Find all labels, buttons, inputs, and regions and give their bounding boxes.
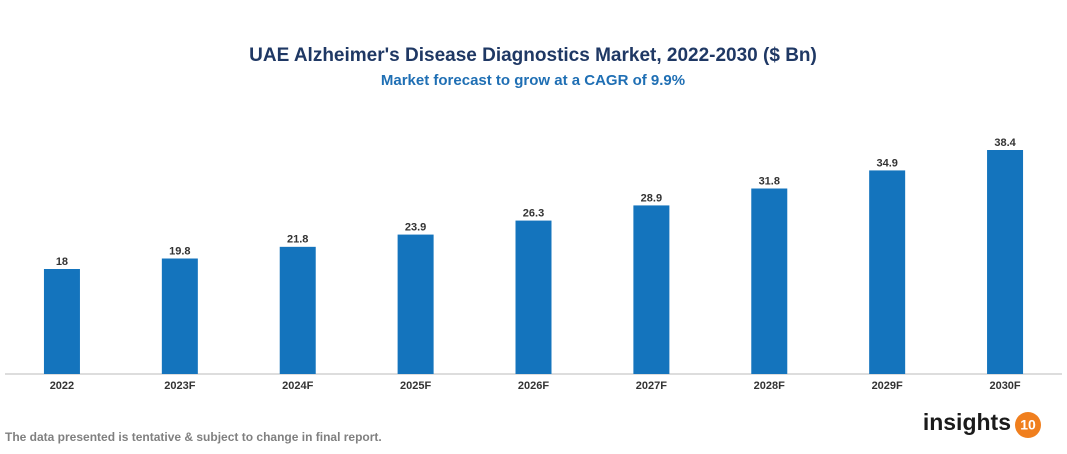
data-label: 28.9 <box>641 192 662 204</box>
x-tick-label: 2022 <box>50 380 74 392</box>
bar <box>869 170 906 374</box>
x-tick-label: 2030F <box>989 380 1020 392</box>
data-label: 31.8 <box>759 175 780 187</box>
bar <box>161 258 198 374</box>
x-tick-label: 2025F <box>400 380 431 392</box>
logo-badge-text: 10 <box>1020 417 1036 433</box>
bar <box>43 269 80 374</box>
x-tick-label: 2024F <box>282 380 313 392</box>
logo-text: insights <box>923 409 1011 435</box>
chart-title: UAE Alzheimer's Disease Diagnostics Mark… <box>249 45 817 66</box>
bar <box>633 205 670 374</box>
x-tick-label: 2028F <box>754 380 785 392</box>
bar <box>279 246 316 374</box>
bar <box>515 220 552 374</box>
bar <box>751 188 788 374</box>
logo-badge <box>1015 412 1041 438</box>
chart-subtitle: Market forecast to grow at a CAGR of 9.9… <box>381 72 685 89</box>
x-tick-label: 2029F <box>872 380 903 392</box>
x-tick-label: 2026F <box>518 380 549 392</box>
data-label: 18 <box>56 256 68 268</box>
data-label: 26.3 <box>523 207 544 219</box>
footnote: The data presented is tentative & subjec… <box>5 430 382 444</box>
bar <box>987 150 1024 374</box>
x-tick-label: 2027F <box>636 380 667 392</box>
x-tick-label: 2023F <box>164 380 195 392</box>
data-label: 21.8 <box>287 234 308 246</box>
data-label: 38.4 <box>994 137 1016 149</box>
data-label: 19.8 <box>169 245 190 257</box>
data-label: 23.9 <box>405 221 426 233</box>
bar <box>397 234 434 374</box>
data-label: 34.9 <box>876 157 897 169</box>
